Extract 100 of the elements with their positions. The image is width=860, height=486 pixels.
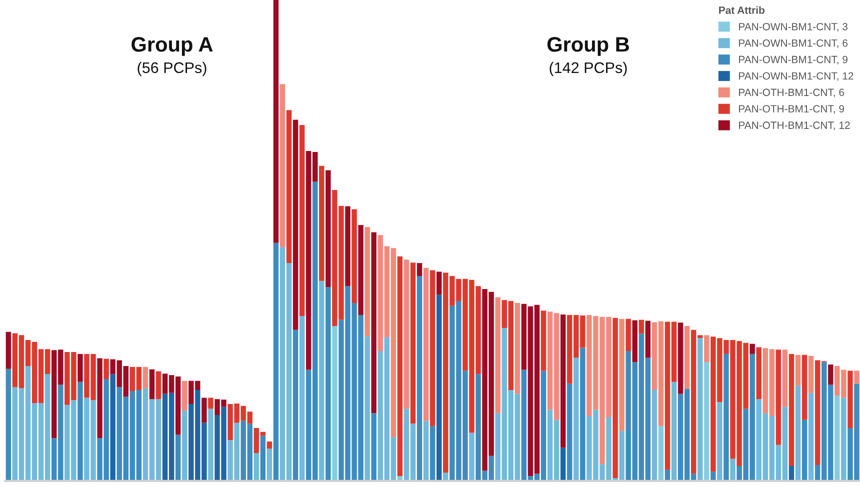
bar <box>416 263 422 276</box>
bar <box>202 398 207 423</box>
bar <box>104 358 109 379</box>
bar <box>430 270 436 426</box>
bar <box>78 354 83 382</box>
bar <box>782 350 788 407</box>
bar <box>795 386 801 481</box>
annotation: (142 PCPs) <box>550 62 627 76</box>
bar <box>704 362 710 481</box>
bar <box>436 272 442 295</box>
bar <box>430 426 436 481</box>
bar <box>808 356 814 393</box>
bar <box>671 382 677 481</box>
bar <box>78 382 83 481</box>
bar <box>260 436 266 481</box>
bar <box>266 448 272 481</box>
bar <box>156 371 162 400</box>
legend-label: PAN-OWN-BM1-CNT, 3 <box>739 22 848 32</box>
bar <box>567 384 572 481</box>
bar <box>273 242 279 481</box>
bar <box>149 369 155 400</box>
bar <box>299 316 305 481</box>
bar <box>756 347 762 400</box>
bar <box>6 332 12 369</box>
bar <box>788 354 794 466</box>
bar <box>364 336 370 481</box>
annotation: Group A <box>132 37 213 56</box>
bar <box>514 302 520 394</box>
bar <box>854 370 860 384</box>
bar <box>416 276 422 481</box>
bar <box>404 260 410 409</box>
bar <box>182 380 188 411</box>
bar <box>345 206 350 286</box>
bar <box>319 166 324 281</box>
bar <box>645 320 651 358</box>
bar <box>704 335 710 362</box>
bar <box>6 368 12 481</box>
bar <box>142 366 148 388</box>
bar <box>326 170 331 288</box>
bar <box>410 262 416 424</box>
annotation: (56 PCPs) <box>138 62 206 76</box>
bar <box>632 320 638 362</box>
bar <box>423 268 429 421</box>
bar <box>182 410 188 481</box>
bar <box>469 432 474 481</box>
bar <box>802 420 808 481</box>
bar <box>175 434 181 481</box>
bar <box>319 280 324 481</box>
bar <box>423 420 429 481</box>
bar <box>358 225 364 315</box>
bar <box>286 110 292 264</box>
bar <box>724 354 729 481</box>
bar <box>326 287 331 481</box>
bar <box>638 320 644 334</box>
bar <box>560 314 566 448</box>
bar <box>273 0 279 243</box>
bar <box>280 84 286 248</box>
bar <box>436 294 442 481</box>
bar <box>371 413 376 481</box>
bar <box>652 390 658 481</box>
bar <box>580 348 586 481</box>
legend-label: PAN-OWN-BM1-CNT, 12 <box>739 72 854 81</box>
legend-title: Pat Attrib <box>719 6 764 14</box>
bar <box>626 318 631 352</box>
bar <box>208 398 214 409</box>
bar <box>254 453 259 481</box>
bar <box>658 426 664 481</box>
bar <box>717 402 722 481</box>
bar <box>730 458 736 481</box>
bar <box>574 358 579 481</box>
bar <box>292 330 298 481</box>
bar <box>788 466 794 481</box>
bar <box>750 344 755 354</box>
bar <box>710 472 716 481</box>
bar <box>397 256 403 476</box>
bar <box>612 318 618 478</box>
bar <box>332 326 338 481</box>
bar <box>97 358 102 438</box>
bar <box>364 226 370 336</box>
bar <box>678 322 684 394</box>
bar <box>560 448 566 481</box>
legend-label: PAN-OWN-BM1-CNT, 6 <box>739 39 848 48</box>
bar <box>352 209 357 303</box>
bar <box>698 338 703 481</box>
bar <box>495 297 500 414</box>
bar <box>808 392 814 481</box>
legend-label: PAN-OTH-BM1-CNT, 6 <box>739 88 844 98</box>
bar <box>776 350 782 445</box>
legend-label: PAN-OTH-BM1-CNT, 9 <box>739 105 844 114</box>
bar <box>848 370 853 428</box>
bar <box>841 398 846 481</box>
bar <box>619 318 624 431</box>
bar <box>828 364 834 385</box>
bar <box>371 232 376 414</box>
bar <box>110 374 116 481</box>
bar <box>684 326 690 390</box>
bar <box>292 120 298 330</box>
bar <box>299 125 305 316</box>
bar <box>540 310 546 371</box>
legend-label: PAN-OTH-BM1-CNT, 12 <box>739 122 850 130</box>
